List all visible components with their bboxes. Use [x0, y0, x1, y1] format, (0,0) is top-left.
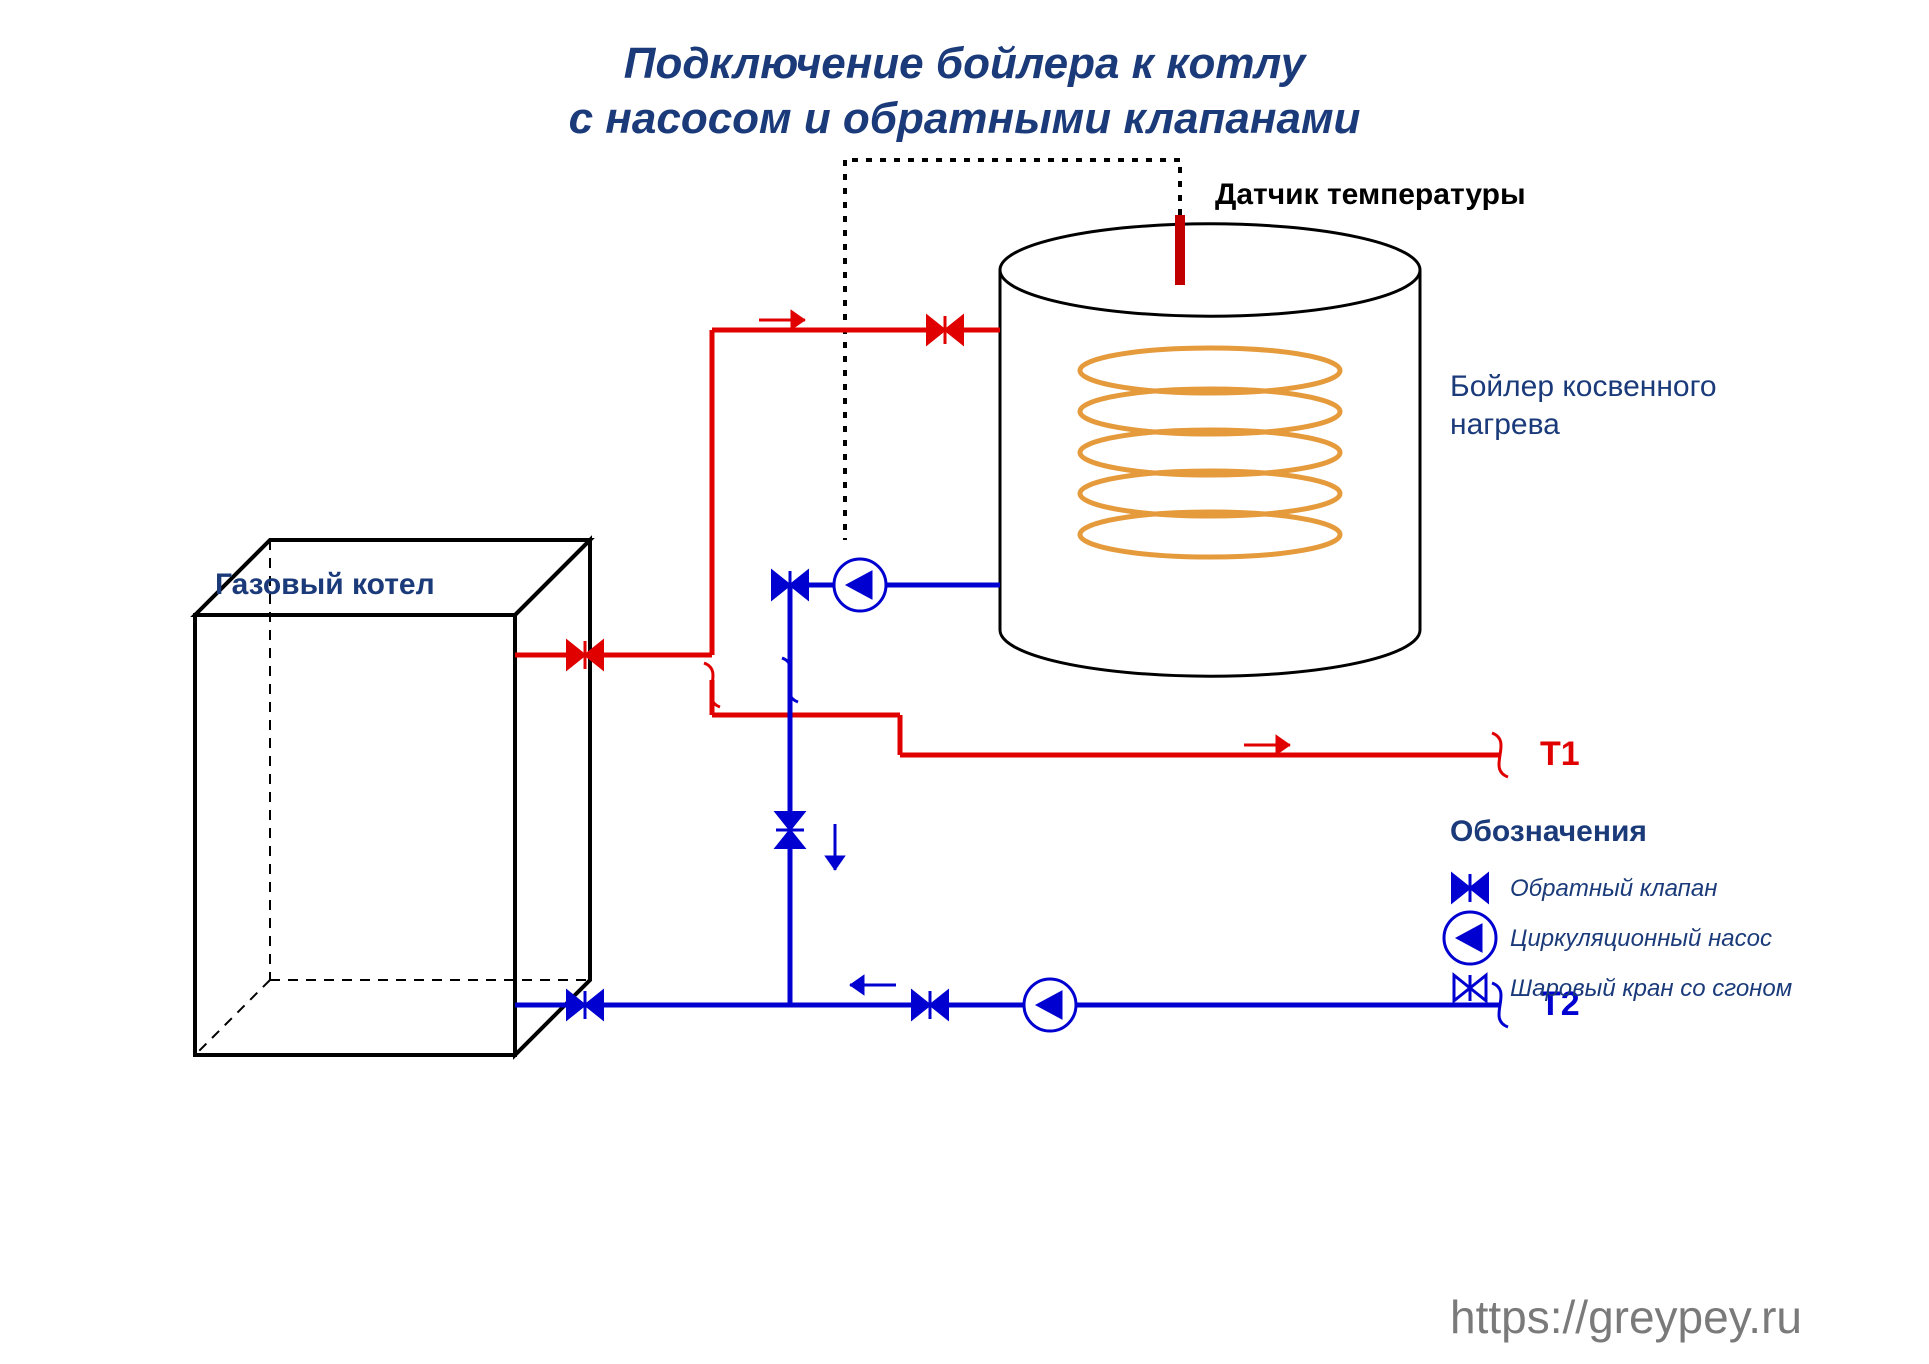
- label-temp-sensor: Датчик температуры: [1215, 178, 1526, 212]
- watermark: https://greypey.ru: [1450, 1290, 1802, 1344]
- label-t1: T1: [1540, 735, 1580, 774]
- diagram-title: Подключение бойлера к котлу с насосом и …: [0, 36, 1929, 146]
- title-line1: Подключение бойлера к котлу: [0, 36, 1929, 91]
- label-indirect-heater-l1: Бойлер косвенного: [1450, 370, 1717, 404]
- legend-item-1: Циркуляционный насос: [1510, 925, 1772, 953]
- title-line2: с насосом и обратными клапанами: [0, 91, 1929, 146]
- label-gas-boiler: Газовый котел: [215, 568, 435, 602]
- legend-title: Обозначения: [1450, 815, 1647, 849]
- label-indirect-heater-l2: нагрева: [1450, 408, 1560, 442]
- legend-item-0: Обратный клапан: [1510, 875, 1717, 903]
- legend-item-2: Шаровый кран со сгоном: [1510, 975, 1792, 1003]
